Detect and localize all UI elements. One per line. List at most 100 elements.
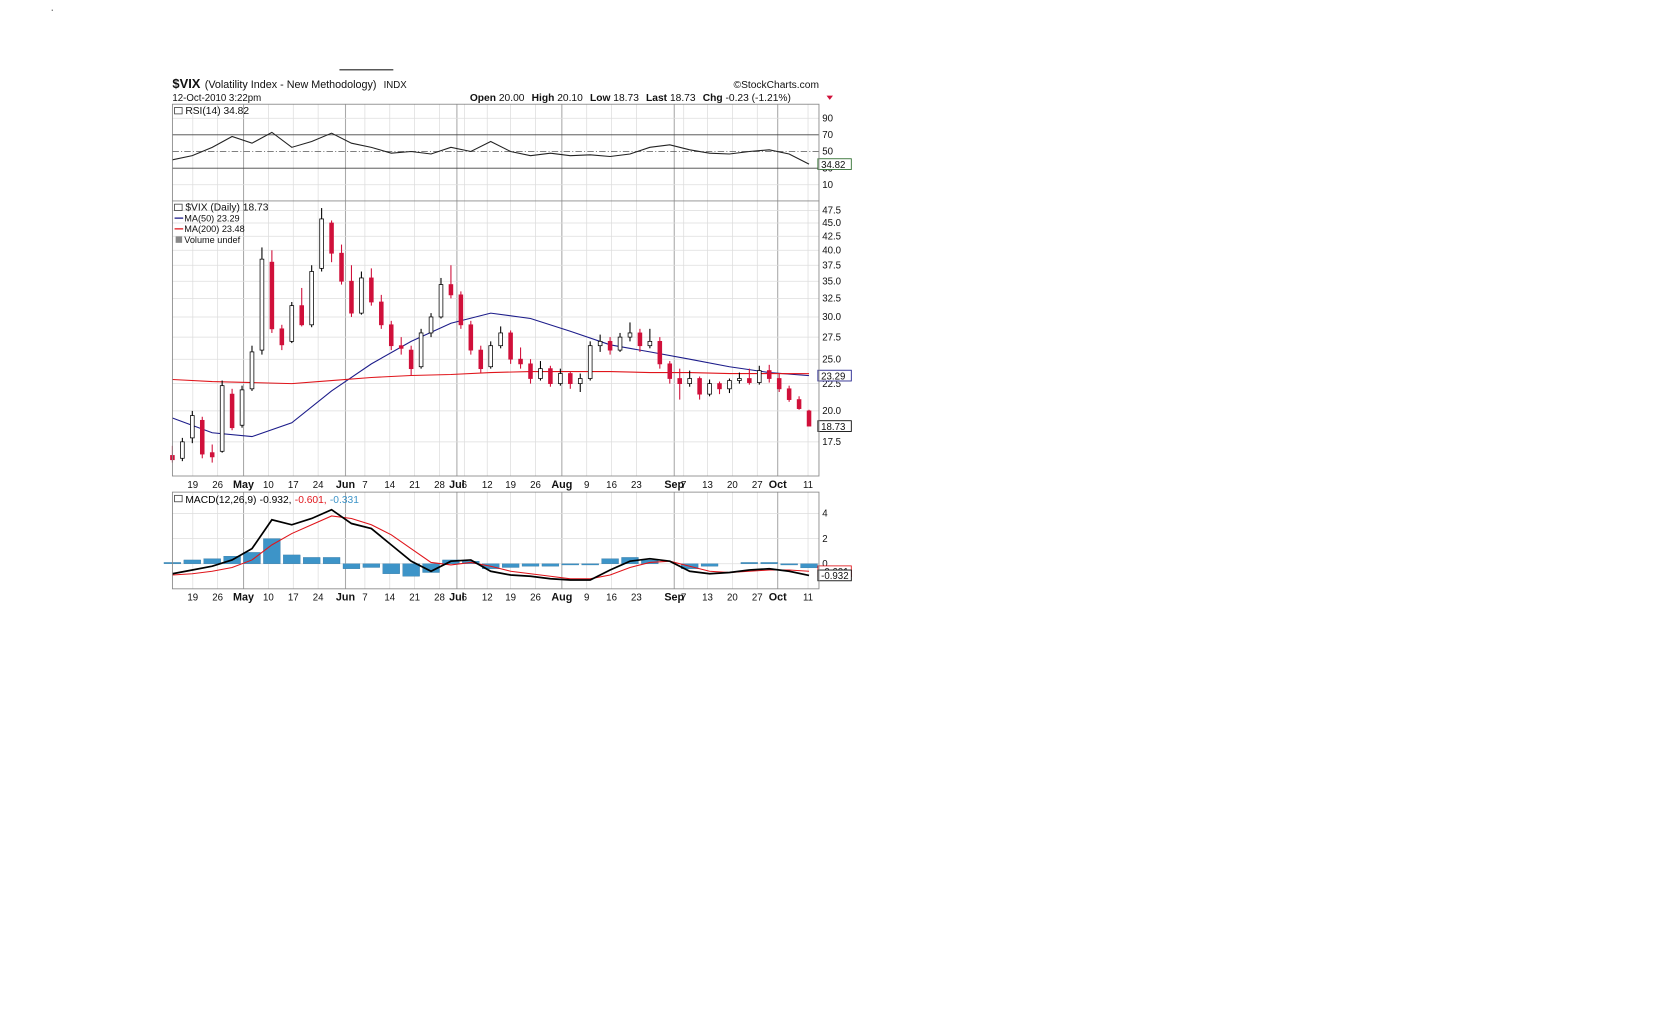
value-tag: 23.29 (821, 371, 845, 382)
candle-body (319, 218, 324, 269)
candle-body (349, 280, 354, 314)
histogram-bar (402, 563, 420, 577)
x-tick-label: Aug (551, 592, 572, 604)
candle-body (597, 340, 603, 347)
candle-body (627, 332, 633, 338)
panel-background (172, 200, 819, 477)
histogram-bar (800, 563, 818, 569)
candle-body (329, 222, 334, 254)
candle-body (647, 340, 653, 347)
quote-value: 20.00 (499, 93, 525, 104)
candle-body (468, 324, 474, 351)
x-tick-label: 27 (752, 480, 763, 491)
histogram-bar (422, 563, 440, 573)
histogram-bar (561, 563, 579, 566)
candle-body (667, 363, 673, 379)
x-tick-label: 19 (187, 593, 198, 604)
macd-line (172, 508, 810, 581)
candle-body (727, 380, 732, 390)
legend-swatch (175, 236, 183, 243)
legend: MACD(12,26,9) -0.932, -0.601, -0.331 (185, 495, 359, 506)
x-tick-label: Sep (664, 592, 684, 604)
y-tick-label: 2 (822, 534, 827, 545)
candle-body (359, 277, 364, 314)
candle-body (538, 368, 543, 379)
legend-entry: MA(200) 23.48 (184, 224, 244, 234)
value-tag: -0.932 (821, 571, 848, 582)
candle-body (219, 385, 225, 452)
value-tag: 34.82 (821, 160, 845, 171)
candle-body (657, 340, 663, 365)
y-tick-label: 4 (822, 509, 828, 520)
value-tag-box (817, 369, 852, 382)
y-tick-label: 17.5 (822, 437, 841, 448)
x-tick-label: Jul (449, 592, 465, 604)
y-tick-label: 20.0 (822, 406, 841, 417)
y-tick-label: 35.0 (822, 276, 841, 287)
legend-icon (174, 107, 183, 115)
value-tag-box (817, 158, 852, 170)
histogram-bar (700, 563, 719, 567)
quote-value: 18.73 (670, 93, 696, 104)
x-tick-label: 26 (212, 593, 223, 604)
candle-body (687, 378, 692, 384)
candle-body (289, 305, 295, 342)
x-tick-label: 11 (803, 480, 813, 491)
legend: $VIX (Daily) 18.73 (185, 203, 268, 214)
x-tick-label: 6 (462, 593, 467, 604)
quote-label: Last (646, 93, 668, 104)
candle-body (786, 388, 792, 400)
candle-body (528, 363, 533, 379)
histogram-bar (243, 552, 261, 564)
x-tick-label: 26 (530, 593, 541, 604)
x-tick-label: 14 (384, 593, 395, 604)
histogram-bar (203, 558, 221, 564)
stray-dot (51, 9, 53, 11)
histogram-bar (382, 563, 400, 574)
candle-body (388, 324, 394, 347)
candle-body (299, 305, 304, 326)
candle-body (239, 389, 245, 426)
candle-body (180, 441, 185, 459)
y-tick-label: 42.5 (822, 231, 841, 242)
x-tick-label: 7 (362, 593, 367, 604)
candle-body (269, 261, 275, 330)
histogram-bar (740, 562, 758, 564)
x-tick-label: Oct (769, 479, 787, 491)
x-tick-label: 28 (434, 480, 445, 491)
x-tick-label: 20 (727, 480, 738, 491)
quote-value: 20.10 (557, 93, 583, 104)
value-tag: 18.73 (821, 422, 845, 433)
moving-average (172, 312, 810, 438)
candle-body (558, 373, 563, 384)
candle-body (796, 399, 802, 409)
y-tick-label: 10 (822, 180, 833, 191)
candle-body (339, 252, 344, 282)
quote-value: -0.23 (-1.21%) (725, 93, 790, 104)
quote-label: Open (470, 93, 496, 104)
legend-entry: MA(50) 23.29 (184, 213, 239, 223)
quote: Open 20.00 High 20.10 Low 18.73 Last 18.… (470, 93, 791, 104)
candle-body (717, 383, 722, 390)
legend-icon (174, 203, 183, 211)
y-tick-label: 32.5 (822, 294, 841, 305)
x-tick-label: 9 (584, 593, 589, 604)
histogram-bar (780, 563, 798, 566)
candle-body (568, 373, 573, 384)
y-tick-label: 25.0 (822, 354, 841, 365)
histogram-bar (541, 563, 560, 567)
histogram-bar (601, 558, 619, 564)
y-tick-label: 90 (822, 113, 833, 124)
y-tick-label: 50 (822, 147, 833, 158)
x-tick-label: May (233, 479, 254, 491)
candle-body (577, 378, 583, 384)
candle-body (448, 284, 454, 296)
legend-entry: -0.601, (295, 495, 327, 506)
histogram-bar (362, 563, 380, 568)
candle-body (209, 452, 215, 458)
x-tick-label: 12 (482, 480, 493, 491)
x-tick-label: 7 (362, 480, 367, 491)
exchange: INDX (384, 80, 408, 91)
x-tick-label: 19 (505, 480, 516, 491)
